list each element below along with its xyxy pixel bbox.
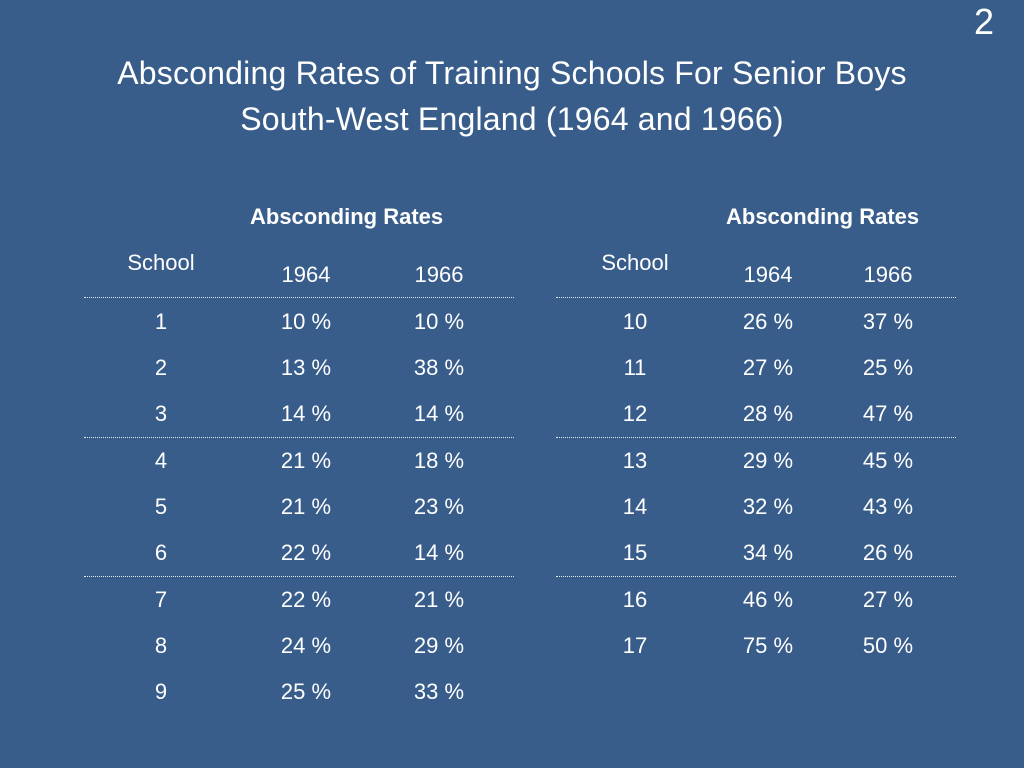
rate-1964-cell: 14 % [280, 401, 332, 426]
title-line-2: South-West England (1964 and 1966) [240, 101, 784, 137]
rate-1966-cell: 26 % [862, 540, 914, 565]
school-cell: 1 [154, 309, 168, 334]
slide-title: Absconding Rates of Training Schools For… [0, 50, 1024, 142]
right-school-header: School [601, 250, 669, 275]
left-header-rule [84, 297, 514, 298]
school-cell: 6 [154, 540, 168, 565]
school-cell: 16 [622, 587, 648, 612]
rate-1966-cell: 23 % [413, 494, 465, 519]
school-cell: 13 [622, 448, 648, 473]
school-cell: 15 [622, 540, 648, 565]
title-line-1: Absconding Rates of Training Schools For… [117, 55, 907, 91]
rate-1964-cell: 32 % [742, 494, 794, 519]
left-1964-header: 1964 [281, 262, 331, 287]
rate-1966-cell: 14 % [413, 401, 465, 426]
rate-1964-cell: 28 % [742, 401, 794, 426]
table-row: 11 27 % 25 % [556, 345, 956, 391]
rate-1966-cell: 50 % [862, 633, 914, 658]
left-1966-header: 1966 [414, 262, 464, 287]
table-row: 5 21 % 23 % [84, 484, 514, 530]
right-1964-header: 1964 [743, 262, 793, 287]
rate-1966-cell: 21 % [413, 587, 465, 612]
rate-1964-cell: 10 % [280, 309, 332, 334]
rate-1966-cell: 38 % [413, 355, 465, 380]
rate-1964-cell: 75 % [742, 633, 794, 658]
school-cell: 9 [154, 679, 168, 704]
school-cell: 14 [622, 494, 648, 519]
table-row: 17 75 % 50 % [556, 623, 956, 669]
slide-number: 2 [973, 1, 994, 42]
table-row: 7 22 % 21 % [84, 577, 514, 623]
table-row: 10 26 % 37 % [556, 299, 956, 345]
rate-1966-cell: 43 % [862, 494, 914, 519]
table-row: 12 28 % 47 % [556, 391, 956, 437]
rate-1966-cell: 45 % [862, 448, 914, 473]
table-row: 4 21 % 18 % [84, 438, 514, 484]
left-table-body: 1 10 % 10 % 2 13 % 38 % 3 14 % 14 % 4 21 % 18 % 5 21 … [84, 299, 514, 715]
rate-1964-cell: 27 % [742, 355, 794, 380]
rate-1964-cell: 21 % [280, 494, 332, 519]
rate-1964-cell: 34 % [742, 540, 794, 565]
rate-1966-cell: 10 % [413, 309, 465, 334]
rate-1966-cell: 27 % [862, 587, 914, 612]
school-cell: 10 [622, 309, 648, 334]
rate-1966-cell: 25 % [862, 355, 914, 380]
rate-1964-cell: 13 % [280, 355, 332, 380]
rate-1966-cell: 14 % [413, 540, 465, 565]
group-separator [84, 437, 514, 438]
right-1966-header: 1966 [863, 262, 913, 287]
school-cell: 8 [154, 633, 168, 658]
table-row: 14 32 % 43 % [556, 484, 956, 530]
rate-1966-cell: 47 % [862, 401, 914, 426]
school-cell: 5 [154, 494, 168, 519]
right-header-rule [556, 297, 956, 298]
left-school-header: School [127, 250, 195, 275]
right-absconding-rates-header: Absconding Rates [726, 204, 920, 229]
school-cell: 17 [622, 633, 648, 658]
table-row: 3 14 % 14 % [84, 391, 514, 437]
table-row: 1 10 % 10 % [84, 299, 514, 345]
table-row: 8 24 % 29 % [84, 623, 514, 669]
table-row: 16 46 % 27 % [556, 577, 956, 623]
table-row: 6 22 % 14 % [84, 530, 514, 576]
school-cell: 3 [154, 401, 168, 426]
rate-1964-cell: 22 % [280, 540, 332, 565]
group-separator [84, 576, 514, 577]
table-row: 9 25 % 33 % [84, 669, 514, 715]
table-row: 15 34 % 26 % [556, 530, 956, 576]
rate-1966-cell: 18 % [413, 448, 465, 473]
school-cell: 4 [154, 448, 168, 473]
rate-1964-cell: 29 % [742, 448, 794, 473]
school-cell: 2 [154, 355, 168, 380]
right-table: Absconding Rates School 1964 1966 10 26 %… [556, 198, 956, 718]
rate-1964-cell: 25 % [280, 679, 332, 704]
group-separator [556, 437, 956, 438]
rate-1966-cell: 29 % [413, 633, 465, 658]
left-table: Absconding Rates School 1964 1966 1 10 % 1… [84, 198, 514, 718]
rate-1964-cell: 22 % [280, 587, 332, 612]
school-cell: 12 [622, 401, 648, 426]
school-cell: 11 [623, 355, 647, 380]
rate-1964-cell: 46 % [742, 587, 794, 612]
rate-1964-cell: 21 % [280, 448, 332, 473]
rate-1966-cell: 37 % [862, 309, 914, 334]
table-row: 13 29 % 45 % [556, 438, 956, 484]
group-separator [556, 576, 956, 577]
right-table-body: 10 26 % 37 % 11 27 % 25 % 12 28 % 47 % 13 29 % 45 %… [556, 299, 956, 669]
rate-1966-cell: 33 % [413, 679, 465, 704]
table-row: 2 13 % 38 % [84, 345, 514, 391]
rate-1964-cell: 26 % [742, 309, 794, 334]
rate-1964-cell: 24 % [280, 633, 332, 658]
left-absconding-rates-header: Absconding Rates [250, 204, 444, 229]
school-cell: 7 [154, 587, 168, 612]
